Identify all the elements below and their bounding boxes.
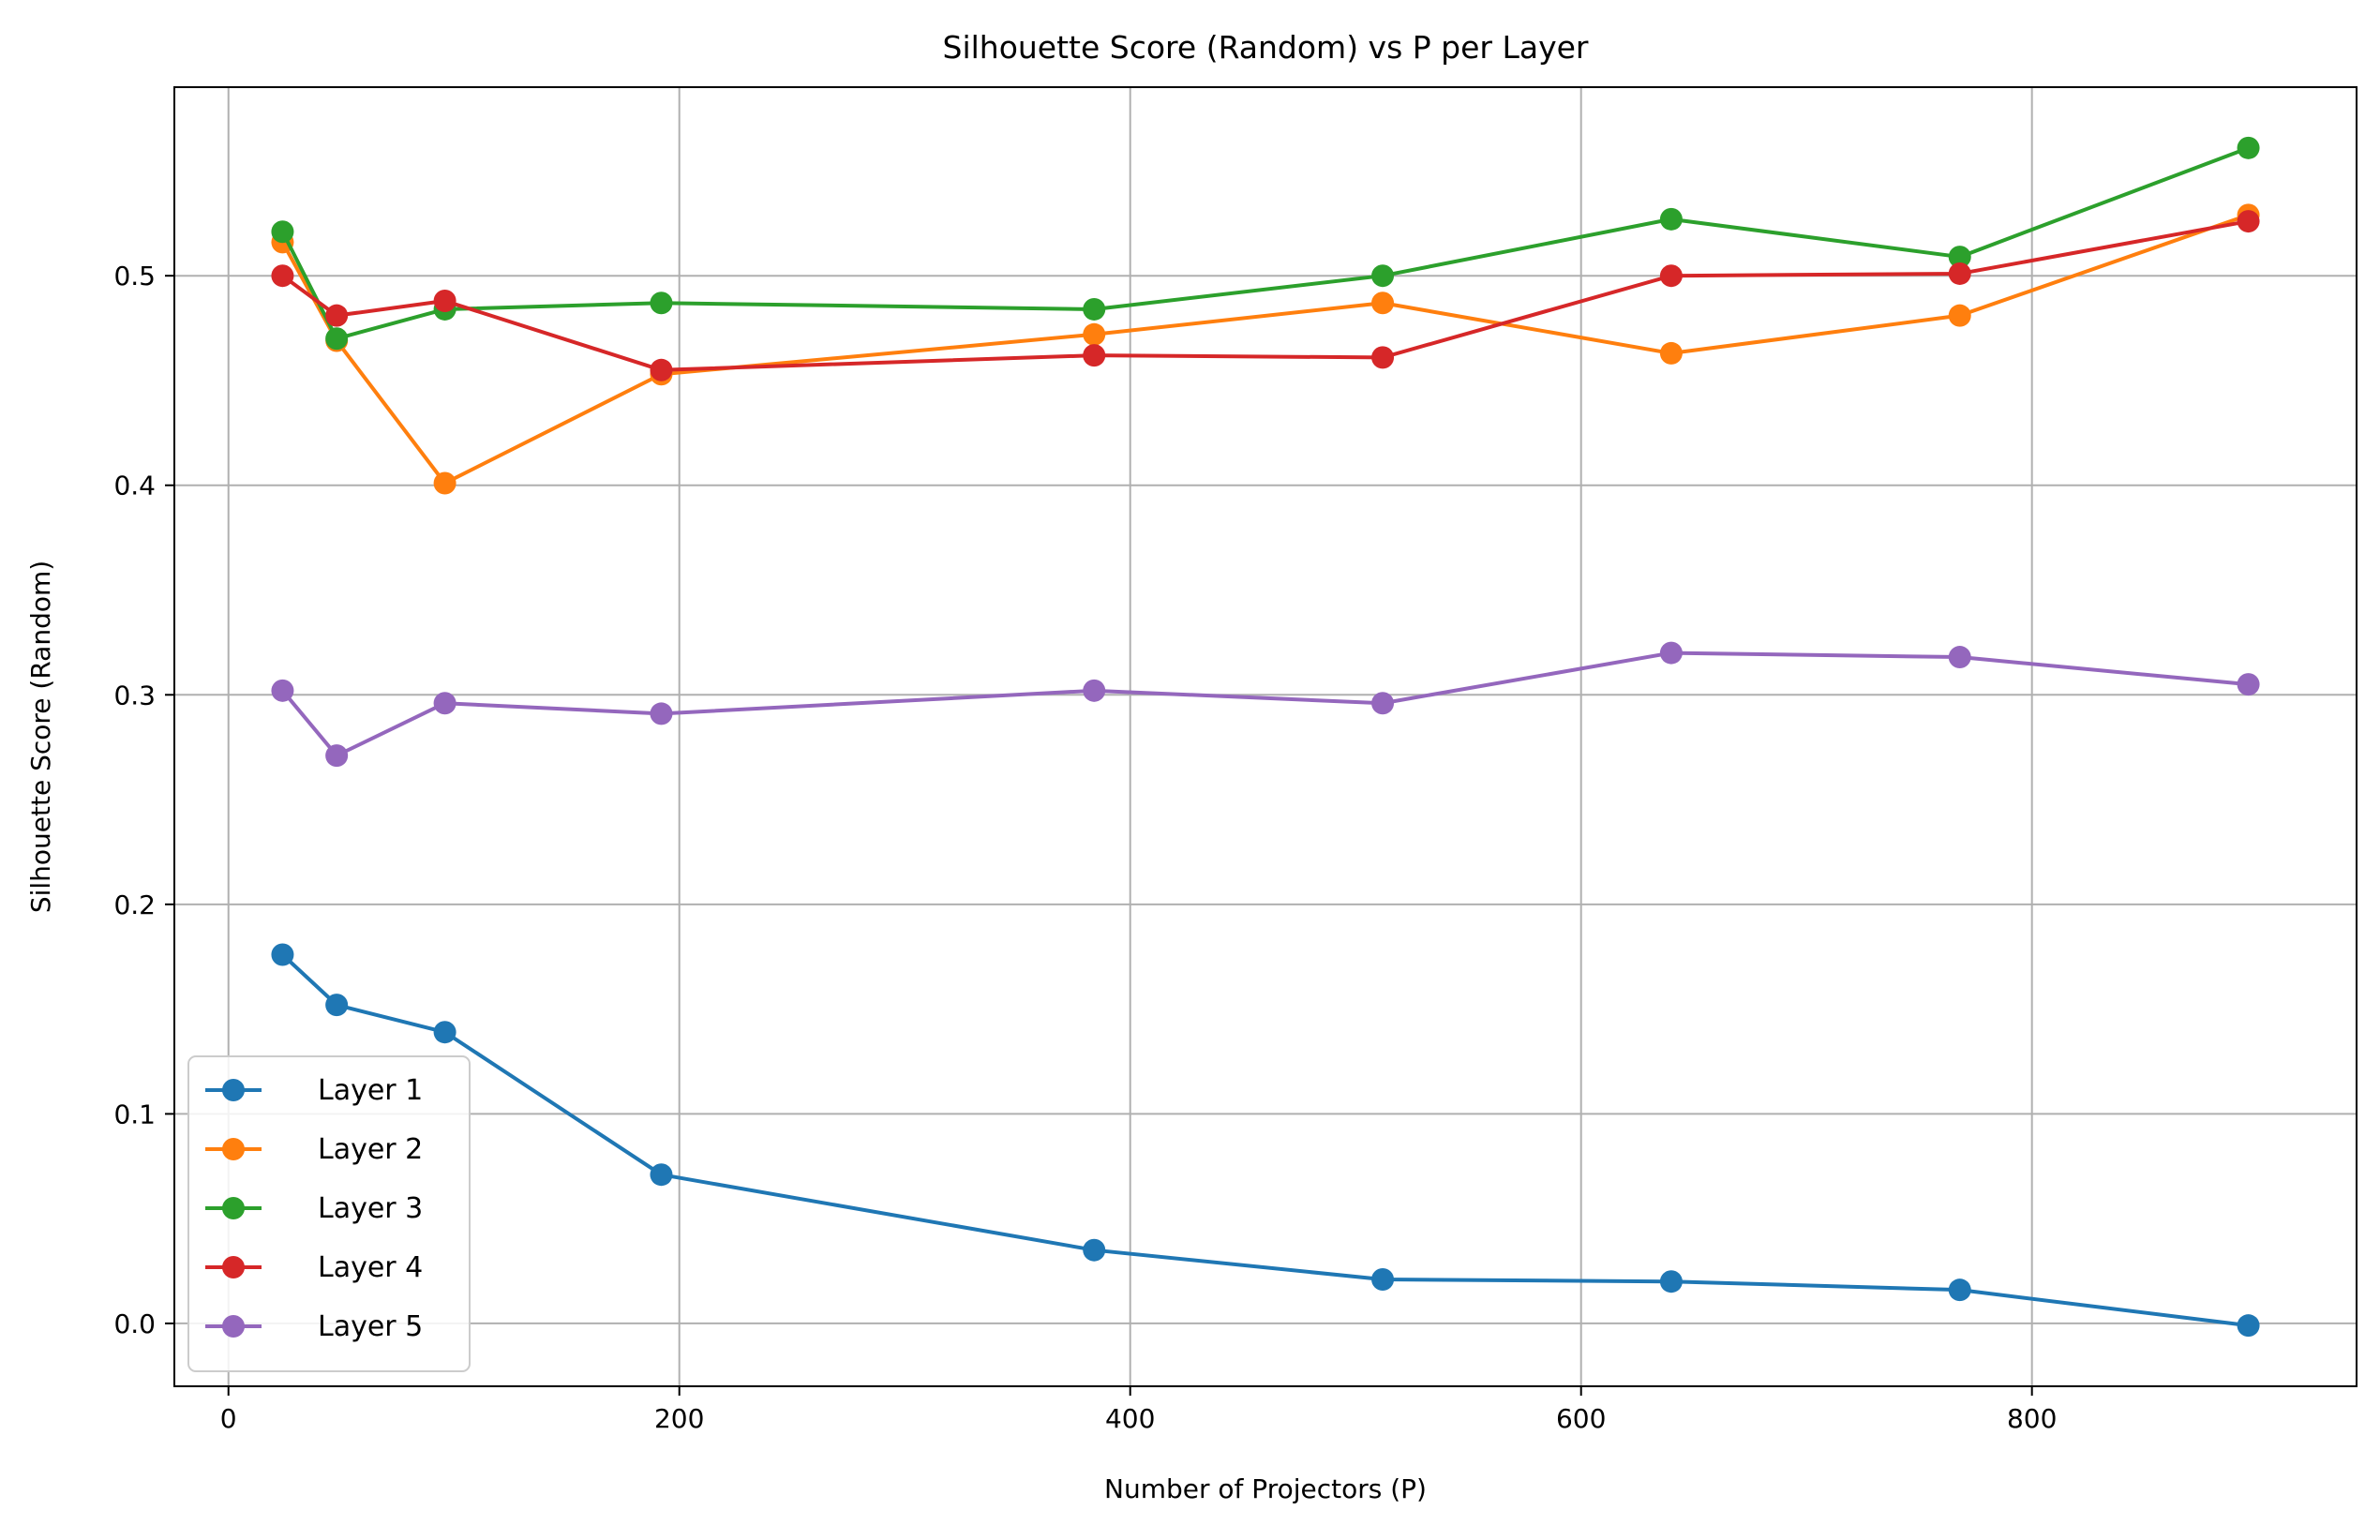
legend-swatch-marker bbox=[222, 1138, 245, 1160]
y-axis-label: Silhouette Score (Random) bbox=[25, 561, 56, 913]
legend-item: Layer 4 bbox=[205, 1251, 423, 1284]
legend-swatch-marker bbox=[222, 1256, 245, 1278]
data-point bbox=[325, 744, 349, 768]
chart-title: Silhouette Score (Random) vs P per Layer bbox=[943, 29, 1589, 66]
data-point bbox=[1083, 344, 1106, 367]
data-point bbox=[650, 1163, 673, 1187]
series-5 bbox=[271, 641, 2260, 768]
plot-frame bbox=[173, 86, 2358, 1387]
data-point bbox=[1659, 341, 1683, 365]
data-point bbox=[1083, 679, 1106, 702]
y-tick-label: 0.3 bbox=[113, 680, 156, 710]
data-point bbox=[650, 358, 673, 381]
data-point bbox=[271, 264, 294, 288]
axis-ticks: 0 200 400 600 800 0.0 0.1 0.2 0.3 0.4 0.5 bbox=[113, 261, 2057, 1434]
y-tick-label: 0.2 bbox=[113, 890, 156, 920]
data-point bbox=[1083, 322, 1106, 346]
data-point bbox=[650, 702, 673, 725]
x-axis-label: Number of Projectors (P) bbox=[1104, 1473, 1427, 1504]
data-point bbox=[325, 994, 349, 1017]
y-tick-label: 0.5 bbox=[113, 261, 156, 292]
data-point bbox=[1948, 646, 1971, 669]
legend-label: Layer 1 bbox=[318, 1074, 423, 1107]
data-point bbox=[1659, 1270, 1683, 1293]
data-point bbox=[433, 692, 457, 715]
data-point bbox=[1659, 641, 1683, 665]
legend-item: Layer 5 bbox=[205, 1310, 423, 1343]
data-point bbox=[271, 679, 294, 702]
legend-label: Layer 5 bbox=[318, 1310, 423, 1343]
legend-box bbox=[187, 1055, 471, 1372]
data-point bbox=[433, 471, 457, 495]
legend-item: Layer 1 bbox=[205, 1074, 423, 1107]
data-point bbox=[2237, 673, 2260, 696]
legend: Layer 1 Layer 2 Layer 3 Layer 4 Layer 5 bbox=[187, 1055, 471, 1372]
x-tick-label: 800 bbox=[2007, 1403, 2057, 1434]
legend-swatch-marker bbox=[222, 1197, 245, 1219]
data-point bbox=[2237, 210, 2260, 233]
data-point bbox=[271, 220, 294, 244]
x-tick-label: 200 bbox=[654, 1403, 704, 1434]
data-point bbox=[1083, 297, 1106, 321]
x-tick-label: 600 bbox=[1556, 1403, 1606, 1434]
legend-item: Layer 3 bbox=[205, 1192, 423, 1225]
data-point bbox=[1948, 1278, 1971, 1302]
series-1 bbox=[271, 943, 2260, 1338]
data-point bbox=[1948, 304, 1971, 327]
data-point bbox=[1083, 1238, 1106, 1262]
data-point bbox=[325, 304, 349, 327]
series-group bbox=[271, 136, 2260, 1338]
data-point bbox=[2237, 136, 2260, 159]
y-tick-label: 0.1 bbox=[113, 1099, 156, 1129]
y-tick-label: 0.4 bbox=[113, 471, 156, 501]
x-tick-label: 400 bbox=[1105, 1403, 1155, 1434]
data-point bbox=[650, 292, 673, 315]
data-point bbox=[1371, 692, 1395, 715]
data-point bbox=[1371, 346, 1395, 369]
data-point bbox=[1948, 246, 1971, 269]
y-tick-label: 0.0 bbox=[113, 1308, 156, 1339]
data-point bbox=[1371, 1267, 1395, 1291]
data-point bbox=[1659, 207, 1683, 231]
legend-swatch-marker bbox=[222, 1315, 245, 1338]
data-point bbox=[271, 943, 294, 966]
data-point bbox=[1948, 262, 1971, 285]
legend-label: Layer 3 bbox=[318, 1192, 423, 1225]
legend-item: Layer 2 bbox=[205, 1133, 423, 1166]
legend-label: Layer 2 bbox=[318, 1133, 423, 1166]
data-point bbox=[433, 1021, 457, 1044]
x-tick-label: 0 bbox=[220, 1403, 237, 1434]
data-point bbox=[1371, 264, 1395, 288]
data-point bbox=[1659, 264, 1683, 288]
series-4 bbox=[271, 210, 2260, 381]
data-point bbox=[433, 290, 457, 313]
data-point bbox=[325, 327, 349, 351]
legend-swatch-marker bbox=[222, 1079, 245, 1101]
data-point bbox=[1371, 292, 1395, 315]
legend-label: Layer 4 bbox=[318, 1251, 423, 1284]
data-point bbox=[2237, 1314, 2260, 1338]
